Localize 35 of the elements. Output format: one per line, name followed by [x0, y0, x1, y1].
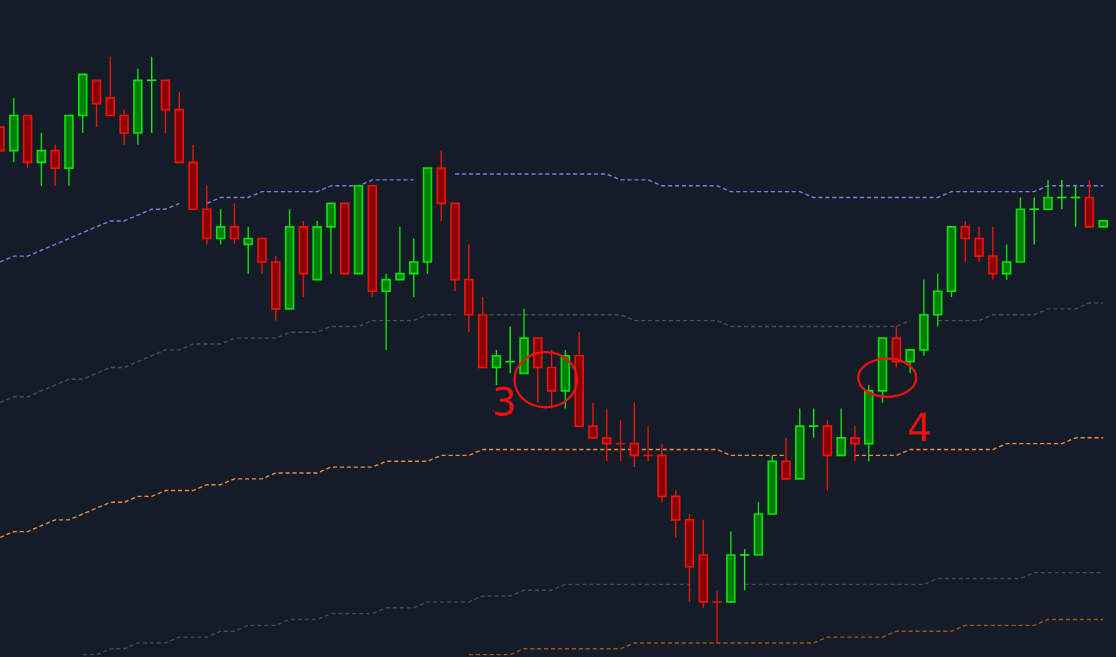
- annotation: 3: [495, 386, 514, 416]
- candlestick: [50, 144, 60, 187]
- candlestick: [1001, 243, 1012, 281]
- candlestick: [905, 349, 915, 375]
- candlestick: [960, 220, 971, 263]
- candlestick: [257, 237, 267, 275]
- candlestick: [781, 437, 791, 480]
- candlestick: [712, 589, 722, 644]
- candlestick: [601, 407, 612, 462]
- candlestick: [988, 226, 998, 281]
- candlestick: [146, 56, 157, 134]
- candlestick: [215, 208, 226, 246]
- candlestick: [408, 237, 419, 298]
- candlestick: [229, 202, 240, 246]
- candlestick: [974, 226, 984, 263]
- candlestick: [932, 273, 943, 328]
- candlestick: [588, 401, 598, 439]
- candlestick: [739, 548, 750, 591]
- candlestick: [91, 79, 102, 128]
- candlestick: [36, 132, 47, 187]
- candlestick: [629, 401, 640, 468]
- candlestick: [381, 273, 391, 351]
- candlestick: [1043, 179, 1053, 211]
- candlestick: [1029, 196, 1039, 246]
- annotation: 4: [909, 412, 930, 442]
- candlestick: [836, 407, 846, 457]
- candlestick: [670, 489, 681, 539]
- candlestick: [326, 202, 336, 275]
- candlestick: [395, 226, 405, 281]
- candlestick: [491, 349, 502, 386]
- candlestick: [105, 56, 116, 117]
- candlestick: [119, 108, 129, 146]
- candlestick: [243, 226, 253, 275]
- candlestick: [808, 407, 819, 439]
- candlestick: [850, 425, 860, 462]
